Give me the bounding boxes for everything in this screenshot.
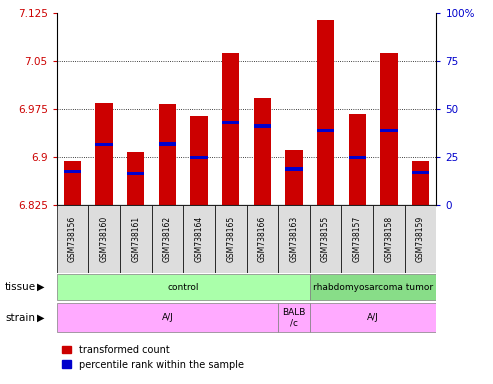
Bar: [190, 116, 208, 205]
Text: ▶: ▶: [37, 282, 44, 292]
Text: GSM738166: GSM738166: [258, 215, 267, 262]
Text: control: control: [168, 283, 199, 291]
Text: GSM738160: GSM738160: [100, 215, 108, 262]
FancyBboxPatch shape: [246, 205, 278, 273]
Text: GSM738159: GSM738159: [416, 215, 425, 262]
Bar: [285, 150, 303, 205]
FancyBboxPatch shape: [57, 274, 310, 300]
Bar: [64, 170, 81, 173]
Bar: [159, 142, 176, 146]
Text: strain: strain: [5, 313, 35, 323]
Bar: [222, 121, 240, 124]
Text: GSM738157: GSM738157: [352, 215, 362, 262]
Text: GSM738164: GSM738164: [195, 215, 204, 262]
Text: rhabdomyosarcoma tumor: rhabdomyosarcoma tumor: [313, 283, 433, 291]
Bar: [190, 156, 208, 159]
Text: GSM738155: GSM738155: [321, 215, 330, 262]
Bar: [222, 53, 240, 205]
Bar: [380, 53, 397, 205]
Bar: [285, 167, 303, 170]
FancyBboxPatch shape: [310, 303, 436, 333]
Text: GSM738162: GSM738162: [163, 215, 172, 262]
FancyBboxPatch shape: [88, 205, 120, 273]
Bar: [317, 20, 334, 205]
Bar: [349, 156, 366, 159]
Bar: [159, 104, 176, 205]
Text: ▶: ▶: [37, 313, 44, 323]
Text: GSM738158: GSM738158: [385, 215, 393, 262]
FancyBboxPatch shape: [310, 205, 341, 273]
FancyBboxPatch shape: [341, 205, 373, 273]
Text: A/J: A/J: [162, 313, 174, 322]
FancyBboxPatch shape: [278, 205, 310, 273]
Bar: [412, 161, 429, 205]
Bar: [64, 161, 81, 205]
Bar: [127, 172, 144, 175]
Text: tissue: tissue: [5, 282, 36, 292]
Bar: [349, 114, 366, 205]
Bar: [380, 129, 397, 132]
Bar: [96, 103, 113, 205]
Text: GSM738161: GSM738161: [131, 215, 141, 262]
FancyBboxPatch shape: [215, 205, 246, 273]
Bar: [96, 143, 113, 146]
FancyBboxPatch shape: [57, 205, 88, 273]
Bar: [253, 98, 271, 205]
FancyBboxPatch shape: [373, 205, 405, 273]
Bar: [317, 129, 334, 132]
FancyBboxPatch shape: [278, 303, 310, 333]
Legend: transformed count, percentile rank within the sample: transformed count, percentile rank withi…: [62, 345, 244, 369]
Bar: [253, 124, 271, 127]
Text: GSM738163: GSM738163: [289, 215, 298, 262]
Bar: [127, 152, 144, 205]
FancyBboxPatch shape: [57, 303, 278, 333]
FancyBboxPatch shape: [120, 205, 152, 273]
FancyBboxPatch shape: [405, 205, 436, 273]
FancyBboxPatch shape: [310, 274, 436, 300]
Text: BALB
/c: BALB /c: [282, 308, 306, 328]
Text: A/J: A/J: [367, 313, 379, 322]
FancyBboxPatch shape: [152, 205, 183, 273]
Bar: [412, 170, 429, 174]
Text: GSM738165: GSM738165: [226, 215, 235, 262]
FancyBboxPatch shape: [183, 205, 215, 273]
Text: GSM738156: GSM738156: [68, 215, 77, 262]
